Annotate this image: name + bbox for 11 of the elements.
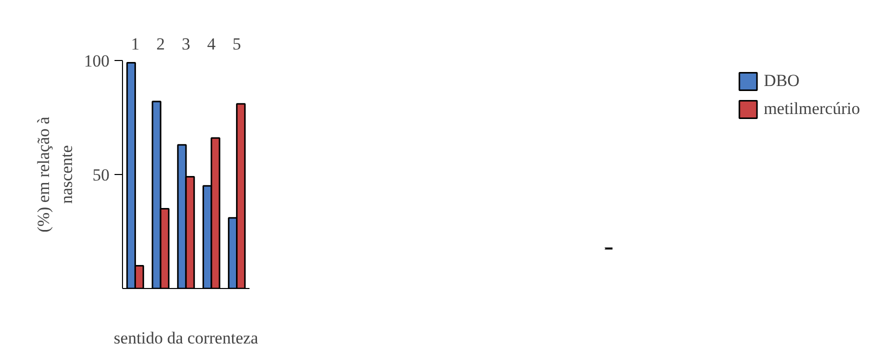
y-tick-label: 100 <box>84 52 110 70</box>
x-tick-label: 1 <box>130 34 140 54</box>
legend-label: metilmercúrio <box>764 99 860 119</box>
x-tick-label: 4 <box>207 34 216 54</box>
x-tick-label: 2 <box>156 34 165 54</box>
x-tick-label: 3 <box>182 34 190 54</box>
y-tick-label: 50 <box>92 166 110 184</box>
x-tick-label: 5 <box>232 34 242 54</box>
legend-label: DBO <box>764 71 800 91</box>
y-axis-title: (%) em relação à nascente <box>34 116 76 232</box>
x-axis-title: sentido da correnteza <box>114 328 259 348</box>
